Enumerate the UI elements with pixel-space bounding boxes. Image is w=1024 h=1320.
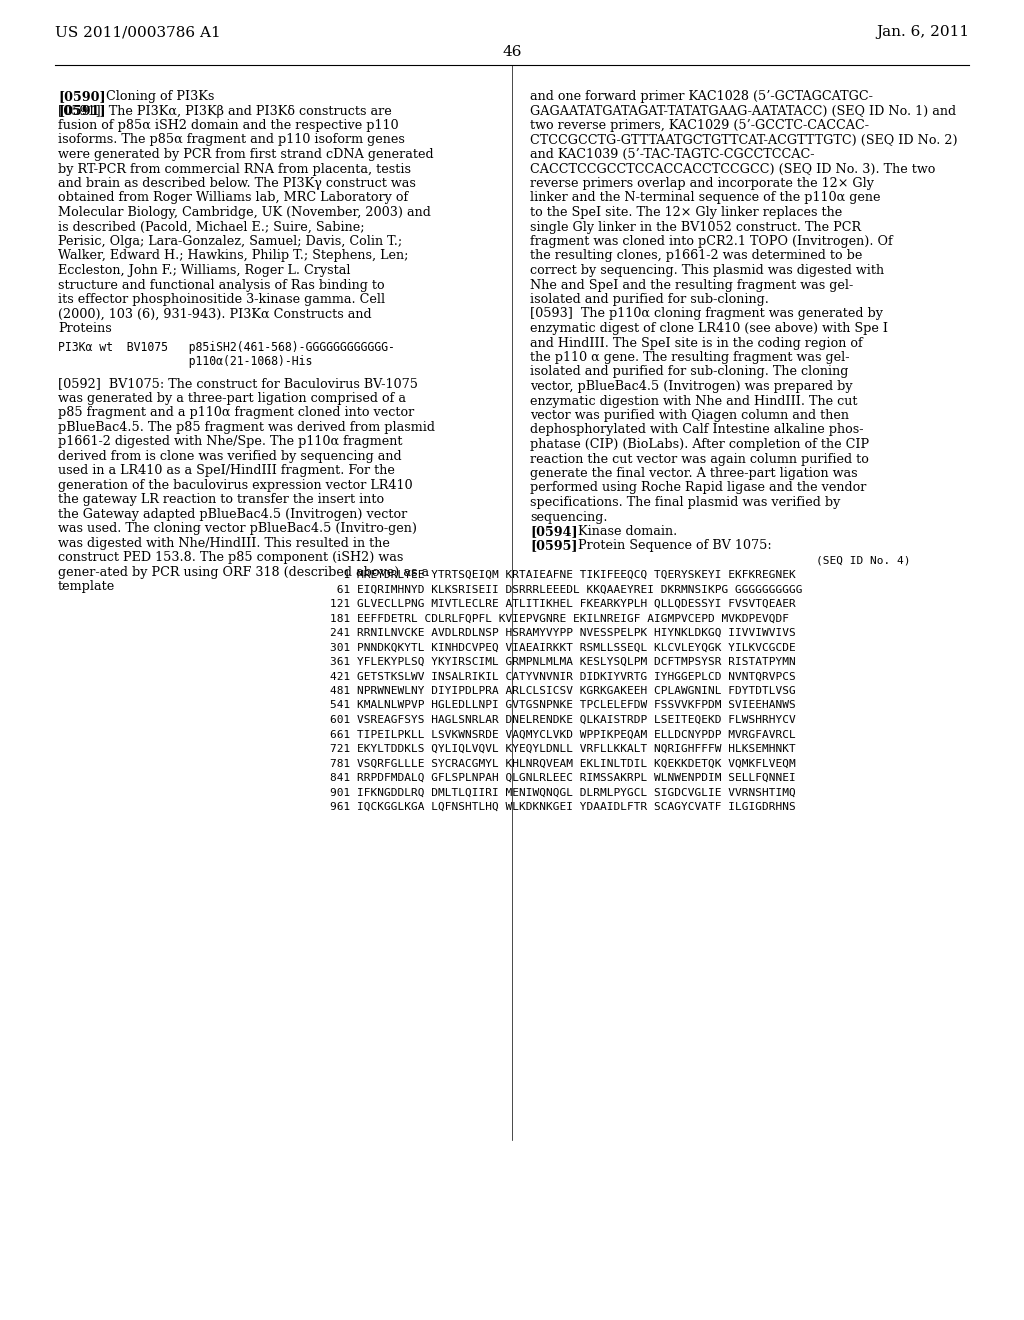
Text: 541 KMALNLWPVP HGLEDLLNPI GVTGSNPNKE TPCLELEFDW FSSVVKFPDM SVIEEHANWS: 541 KMALNLWPVP HGLEDLLNPI GVTGSNPNKE TPC… bbox=[330, 701, 796, 710]
Text: the gateway LR reaction to transfer the insert into: the gateway LR reaction to transfer the … bbox=[58, 494, 384, 506]
Text: 601 VSREAGFSYS HAGLSNRLAR DNELRENDKE QLKAISTRDP LSEITEQEKD FLWSHRHYCV: 601 VSREAGFSYS HAGLSNRLAR DNELRENDKE QLK… bbox=[330, 715, 796, 725]
Text: Protein Sequence of BV 1075:: Protein Sequence of BV 1075: bbox=[578, 540, 772, 553]
Text: Molecular Biology, Cambridge, UK (November, 2003) and: Molecular Biology, Cambridge, UK (Novemb… bbox=[58, 206, 431, 219]
Text: and one forward primer KAC1028 (5’-GCTAGCATGC-: and one forward primer KAC1028 (5’-GCTAG… bbox=[530, 90, 872, 103]
Text: enzymatic digest of clone LR410 (see above) with Spe I: enzymatic digest of clone LR410 (see abo… bbox=[530, 322, 888, 335]
Text: Walker, Edward H.; Hawkins, Philip T.; Stephens, Len;: Walker, Edward H.; Hawkins, Philip T.; S… bbox=[58, 249, 409, 263]
Text: Eccleston, John F.; Williams, Roger L. Crystal: Eccleston, John F.; Williams, Roger L. C… bbox=[58, 264, 350, 277]
Text: [0594]: [0594] bbox=[530, 525, 578, 539]
Text: enzymatic digestion with Nhe and HindIII. The cut: enzymatic digestion with Nhe and HindIII… bbox=[530, 395, 857, 408]
Text: fusion of p85α iSH2 domain and the respective p110: fusion of p85α iSH2 domain and the respe… bbox=[58, 119, 398, 132]
Text: Perisic, Olga; Lara-Gonzalez, Samuel; Davis, Colin T.;: Perisic, Olga; Lara-Gonzalez, Samuel; Da… bbox=[58, 235, 402, 248]
Text: were generated by PCR from first strand cDNA generated: were generated by PCR from first strand … bbox=[58, 148, 433, 161]
Text: 481 NPRWNEWLNY DIYIPDLPRA ARLCLSICSV KGRKGAKEEH CPLAWGNINL FDYTDTLVSG: 481 NPRWNEWLNY DIYIPDLPRA ARLCLSICSV KGR… bbox=[330, 686, 796, 696]
Text: 961 IQCKGGLKGA LQFNSHTLHQ WLKDKNKGEI YDAAIDLFTR SCAGYCVATF ILGIGDRHNS: 961 IQCKGGLKGA LQFNSHTLHQ WLKDKNKGEI YDA… bbox=[330, 803, 796, 812]
Text: the Gateway adapted pBlueBac4.5 (Invitrogen) vector: the Gateway adapted pBlueBac4.5 (Invitro… bbox=[58, 508, 408, 520]
Text: 361 YFLEKYPLSQ YKYIRSCIML GRMPNLMLMA KESLYSQLPM DCFTMPSYSR RISTATPYMN: 361 YFLEKYPLSQ YKYIRSCIML GRMPNLMLMA KES… bbox=[330, 657, 796, 667]
Text: Jan. 6, 2011: Jan. 6, 2011 bbox=[876, 25, 969, 40]
Text: fragment was cloned into pCR2.1 TOPO (Invitrogen). Of: fragment was cloned into pCR2.1 TOPO (In… bbox=[530, 235, 893, 248]
Text: to the SpeI site. The 12× Gly linker replaces the: to the SpeI site. The 12× Gly linker rep… bbox=[530, 206, 843, 219]
Text: gener-ated by PCR using ORF 318 (described above) as a: gener-ated by PCR using ORF 318 (describ… bbox=[58, 565, 429, 578]
Text: reaction the cut vector was again column purified to: reaction the cut vector was again column… bbox=[530, 453, 869, 466]
Text: [0590]: [0590] bbox=[58, 90, 105, 103]
Text: specifications. The final plasmid was verified by: specifications. The final plasmid was ve… bbox=[530, 496, 841, 510]
Text: was digested with Nhe/HindIII. This resulted in the: was digested with Nhe/HindIII. This resu… bbox=[58, 537, 390, 549]
Text: [0591]  The PI3Kα, PI3Kβ and PI3Kδ constructs are: [0591] The PI3Kα, PI3Kβ and PI3Kδ constr… bbox=[58, 104, 392, 117]
Text: [0595]: [0595] bbox=[530, 540, 578, 553]
Text: was generated by a three-part ligation comprised of a: was generated by a three-part ligation c… bbox=[58, 392, 406, 405]
Text: generate the final vector. A three-part ligation was: generate the final vector. A three-part … bbox=[530, 467, 858, 480]
Text: and brain as described below. The PI3Kγ construct was: and brain as described below. The PI3Kγ … bbox=[58, 177, 416, 190]
Text: structure and functional analysis of Ras binding to: structure and functional analysis of Ras… bbox=[58, 279, 385, 292]
Text: vector, pBlueBac4.5 (Invitrogen) was prepared by: vector, pBlueBac4.5 (Invitrogen) was pre… bbox=[530, 380, 853, 393]
Text: phatase (CIP) (BioLabs). After completion of the CIP: phatase (CIP) (BioLabs). After completio… bbox=[530, 438, 869, 451]
Text: 121 GLVECLLPNG MIVTLECLRE ATLITIKHEL FKEARKYPLH QLLQDESSYI FVSVTQEAER: 121 GLVECLLPNG MIVTLECLRE ATLITIKHEL FKE… bbox=[330, 599, 796, 609]
Text: 301 PNNDKQKYTL KINHDCVPEQ VIAEAIRKKT RSMLLSSEQL KLCVLEYQGK YILKVCGCDE: 301 PNNDKQKYTL KINHDCVPEQ VIAEAIRKKT RSM… bbox=[330, 643, 796, 652]
Text: derived from is clone was verified by sequencing and: derived from is clone was verified by se… bbox=[58, 450, 401, 462]
Text: linker and the N-terminal sequence of the p110α gene: linker and the N-terminal sequence of th… bbox=[530, 191, 881, 205]
Text: (2000), 103 (6), 931-943). PI3Kα Constructs and: (2000), 103 (6), 931-943). PI3Kα Constru… bbox=[58, 308, 372, 321]
Text: 841 RRPDFMDALQ GFLSPLNPAH QLGNLRLEEC RIMSSAKRPL WLNWENPDIM SELLFQNNEI: 841 RRPDFMDALQ GFLSPLNPAH QLGNLRLEEC RIM… bbox=[330, 774, 796, 783]
Text: isolated and purified for sub-cloning. The cloning: isolated and purified for sub-cloning. T… bbox=[530, 366, 848, 379]
Text: 781 VSQRFGLLLE SYCRACGMYL KHLNRQVEAM EKLINLTDIL KQEKKDETQK VQMKFLVEQM: 781 VSQRFGLLLE SYCRACGMYL KHLNRQVEAM EKL… bbox=[330, 759, 796, 768]
Text: and HindIII. The SpeI site is in the coding region of: and HindIII. The SpeI site is in the cod… bbox=[530, 337, 863, 350]
Text: dephosphorylated with Calf Intestine alkaline phos-: dephosphorylated with Calf Intestine alk… bbox=[530, 424, 863, 437]
Text: 61 EIQRIMHNYD KLKSRISEII DSRRRLEEEDL KKQAAEYREI DKRMNSIKPG GGGGGGGGGG: 61 EIQRIMHNYD KLKSRISEII DSRRRLEEEDL KKQ… bbox=[330, 585, 803, 594]
Text: 46: 46 bbox=[502, 45, 522, 59]
Text: the resulting clones, p1661-2 was determined to be: the resulting clones, p1661-2 was determ… bbox=[530, 249, 862, 263]
Text: pBlueBac4.5. The p85 fragment was derived from plasmid: pBlueBac4.5. The p85 fragment was derive… bbox=[58, 421, 435, 433]
Text: 241 RRNILNVCKE AVDLRDLNSP HSRAMYVYPP NVESSPELPK HIYNKLDKGQ IIVVIWVIVS: 241 RRNILNVCKE AVDLRDLNSP HSRAMYVYPP NVE… bbox=[330, 628, 796, 638]
Text: used in a LR410 as a SpeI/HindIII fragment. For the: used in a LR410 as a SpeI/HindIII fragme… bbox=[58, 465, 395, 477]
Text: p1661-2 digested with Nhe/Spe. The p110α fragment: p1661-2 digested with Nhe/Spe. The p110α… bbox=[58, 436, 402, 447]
Text: two reverse primers, KAC1029 (5’-GCCTC-CACCAC-: two reverse primers, KAC1029 (5’-GCCTC-C… bbox=[530, 119, 869, 132]
Text: p85 fragment and a p110α fragment cloned into vector: p85 fragment and a p110α fragment cloned… bbox=[58, 407, 415, 420]
Text: by RT-PCR from commercial RNA from placenta, testis: by RT-PCR from commercial RNA from place… bbox=[58, 162, 411, 176]
Text: CACCTCCGCCTCCACCACCTCCGCC) (SEQ ID No. 3). The two: CACCTCCGCCTCCACCACCTCCGCC) (SEQ ID No. 3… bbox=[530, 162, 935, 176]
Text: construct PED 153.8. The p85 component (iSH2) was: construct PED 153.8. The p85 component (… bbox=[58, 552, 403, 564]
Text: 421 GETSTKSLWV INSALRIKIL CATYVNVNIR DIDKIYVRTG IYHGGEPLCD NVNTQRVPCS: 421 GETSTKSLWV INSALRIKIL CATYVNVNIR DID… bbox=[330, 672, 796, 681]
Text: CTCCGCCTG-GTTTAATGCTGTTCAT-ACGTTTGTC) (SEQ ID No. 2): CTCCGCCTG-GTTTAATGCTGTTCAT-ACGTTTGTC) (S… bbox=[530, 133, 957, 147]
Text: correct by sequencing. This plasmid was digested with: correct by sequencing. This plasmid was … bbox=[530, 264, 884, 277]
Text: vector was purified with Qiagen column and then: vector was purified with Qiagen column a… bbox=[530, 409, 849, 422]
Text: Kinase domain.: Kinase domain. bbox=[578, 525, 677, 539]
Text: [0592]  BV1075: The construct for Baculovirus BV-1075: [0592] BV1075: The construct for Baculov… bbox=[58, 378, 418, 391]
Text: 661 TIPEILPKLL LSVKWNSRDE VAQMYCLVKD WPPIKPEQAM ELLDCNYPDP MVRGFAVRCL: 661 TIPEILPKLL LSVKWNSRDE VAQMYCLVKD WPP… bbox=[330, 730, 796, 739]
Text: and KAC1039 (5’-TAC-TAGTC-CGCCTCCAC-: and KAC1039 (5’-TAC-TAGTC-CGCCTCCAC- bbox=[530, 148, 814, 161]
Text: template: template bbox=[58, 579, 116, 593]
Text: reverse primers overlap and incorporate the 12× Gly: reverse primers overlap and incorporate … bbox=[530, 177, 874, 190]
Text: [0593]  The p110α cloning fragment was generated by: [0593] The p110α cloning fragment was ge… bbox=[530, 308, 883, 321]
Text: 181 EEFFDETRL CDLRLFQPFL KVIEPVGNRE EKILNREIGF AIGMPVCEPD MVKDPEVQDF: 181 EEFFDETRL CDLRLFQPFL KVIEPVGNRE EKIL… bbox=[330, 614, 790, 623]
Text: Cloning of PI3Ks: Cloning of PI3Ks bbox=[106, 90, 214, 103]
Text: Proteins: Proteins bbox=[58, 322, 112, 335]
Text: (SEQ ID No. 4): (SEQ ID No. 4) bbox=[815, 556, 910, 565]
Text: GAGAATATGATAGAT-TATATGAAG-AATATACC) (SEQ ID No. 1) and: GAGAATATGATAGAT-TATATGAAG-AATATACC) (SEQ… bbox=[530, 104, 956, 117]
Text: single Gly linker in the BV1052 construct. The PCR: single Gly linker in the BV1052 construc… bbox=[530, 220, 861, 234]
Text: its effector phosphoinositide 3-kinase gamma. Cell: its effector phosphoinositide 3-kinase g… bbox=[58, 293, 385, 306]
Text: isoforms. The p85α fragment and p110 isoform genes: isoforms. The p85α fragment and p110 iso… bbox=[58, 133, 404, 147]
Text: PI3Kα wt  BV1075   p85iSH2(461-568)-GGGGGGGGGGGG-: PI3Kα wt BV1075 p85iSH2(461-568)-GGGGGGG… bbox=[58, 341, 395, 354]
Text: was used. The cloning vector pBlueBac4.5 (Invitro-gen): was used. The cloning vector pBlueBac4.5… bbox=[58, 523, 417, 535]
Text: is described (Pacold, Michael E.; Suire, Sabine;: is described (Pacold, Michael E.; Suire,… bbox=[58, 220, 365, 234]
Text: 721 EKYLTDDKLS QYLIQLVQVL KYEQYLDNLL VRFLLKKALT NQRIGHFFFW HLKSEMHNKT: 721 EKYLTDDKLS QYLIQLVQVL KYEQYLDNLL VRF… bbox=[330, 744, 796, 754]
Text: US 2011/0003786 A1: US 2011/0003786 A1 bbox=[55, 25, 221, 40]
Text: performed using Roche Rapid ligase and the vendor: performed using Roche Rapid ligase and t… bbox=[530, 482, 866, 495]
Text: sequencing.: sequencing. bbox=[530, 511, 607, 524]
Text: 901 IFKNGDDLRQ DMLTLQIIRI MENIWQNQGL DLRMLPYGCL SIGDCVGLIE VVRNSHTIMQ: 901 IFKNGDDLRQ DMLTLQIIRI MENIWQNQGL DLR… bbox=[330, 788, 796, 797]
Text: isolated and purified for sub-cloning.: isolated and purified for sub-cloning. bbox=[530, 293, 769, 306]
Text: obtained from Roger Williams lab, MRC Laboratory of: obtained from Roger Williams lab, MRC La… bbox=[58, 191, 409, 205]
Text: 1 MREYDRLYEE YTRTSQEIQM KRTAIEAFNE TIKIFEEQCQ TQERYSKEYI EKFKREGNEK: 1 MREYDRLYEE YTRTSQEIQM KRTAIEAFNE TIKIF… bbox=[330, 570, 796, 579]
Text: Nhe and SpeI and the resulting fragment was gel-: Nhe and SpeI and the resulting fragment … bbox=[530, 279, 853, 292]
Text: generation of the baculovirus expression vector LR410: generation of the baculovirus expression… bbox=[58, 479, 413, 491]
Text: p110α(21-1068)-His: p110α(21-1068)-His bbox=[58, 355, 312, 368]
Text: the p110 α gene. The resulting fragment was gel-: the p110 α gene. The resulting fragment … bbox=[530, 351, 850, 364]
Text: [0591]: [0591] bbox=[58, 104, 105, 117]
